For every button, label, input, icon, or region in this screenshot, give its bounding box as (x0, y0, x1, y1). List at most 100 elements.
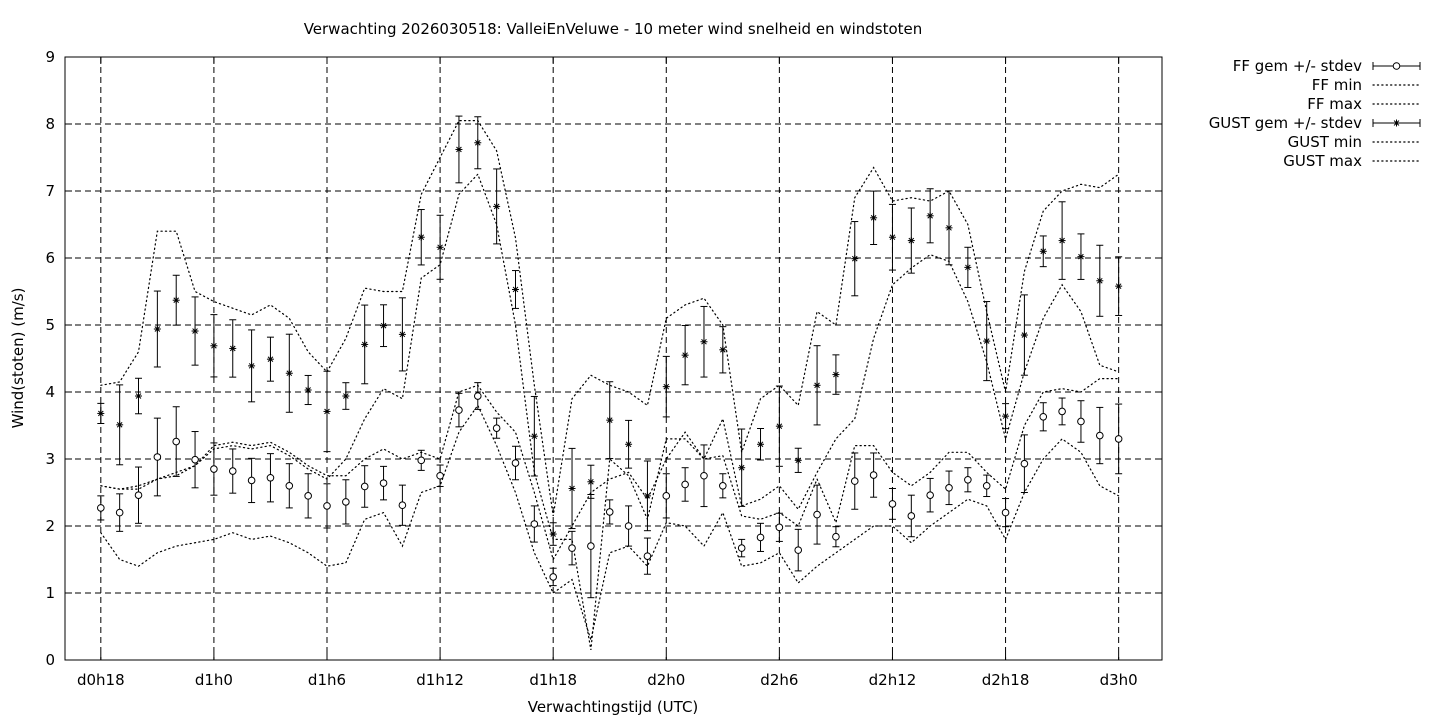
gust-mean-marker (380, 322, 388, 330)
x-tick-label: d0h18 (77, 671, 125, 689)
ff-mean-marker (794, 546, 803, 554)
gust-errorbar-point (549, 522, 557, 546)
ff-mean-marker (210, 465, 218, 473)
gust-errorbar-point (719, 326, 727, 374)
ff-errorbar-point (228, 448, 237, 494)
gust-errorbar-point (625, 419, 633, 469)
gust-mean-marker (210, 342, 218, 350)
ff-mean-marker (134, 491, 143, 499)
ff-errorbar-point (492, 417, 501, 439)
gust-mean-marker (304, 386, 312, 394)
gust-errorbar-point (417, 209, 425, 266)
legend-entry-5: GUST max (1283, 152, 1421, 170)
gust-errorbar-point (191, 296, 199, 366)
ff-mean-marker (964, 475, 972, 484)
x-tick-label: d1h6 (308, 671, 346, 689)
gust-errorbar-point (794, 447, 802, 473)
ff-mean-marker (398, 501, 407, 510)
ff-mean-marker (97, 504, 105, 512)
ff-mean-marker (832, 532, 840, 541)
ff-errorbar-point (888, 487, 897, 520)
gust-mean-marker (1077, 253, 1085, 261)
plot-frame (64, 56, 1163, 661)
ff-errorbar-point (1039, 402, 1048, 432)
ff-errorbar-point (455, 392, 463, 428)
gust-mean-marker (361, 340, 369, 348)
gust-mean-marker (436, 243, 444, 251)
x-tick-label: d2h18 (982, 671, 1030, 689)
gust-mean-marker (135, 392, 143, 400)
ff-mean-marker (455, 406, 463, 414)
ff-mean-marker (643, 552, 652, 560)
gust-errorbar-point (530, 395, 538, 477)
gust-errorbar-point (1077, 233, 1085, 280)
ff-mean-marker (115, 508, 124, 517)
ff-mean-marker (549, 573, 557, 581)
ff-mean-marker (737, 544, 746, 552)
gust-mean-marker (417, 233, 425, 241)
gust-mean-marker (794, 456, 802, 464)
x-tick-label: d1h0 (195, 671, 233, 689)
ff-mean-marker (1077, 417, 1085, 426)
gust-mean-marker (116, 421, 124, 429)
ff-mean-marker (1001, 508, 1010, 517)
gust-errorbar-point (1039, 235, 1047, 268)
plot-series (97, 115, 1123, 651)
ff-errorbar-point (1077, 400, 1085, 443)
ff-errorbar-point (1095, 406, 1104, 465)
gust-errorbar-point (304, 374, 312, 406)
gust-mean-marker (587, 478, 595, 486)
ff-errorbar-point (153, 417, 162, 497)
gust-errorbar-point (398, 297, 406, 372)
gust-errorbar-point (870, 190, 878, 245)
gust-mean-marker (229, 344, 237, 352)
gust-errorbar-point (455, 115, 463, 184)
gust-mean-marker (1002, 412, 1010, 420)
gust-errorbar-point (511, 270, 519, 309)
gust-mean-marker (625, 440, 633, 448)
ff-errorbar-point (832, 526, 840, 548)
ff-errorbar-point (1114, 403, 1123, 475)
y-tick-label: 5 (45, 316, 55, 334)
gust-errorbar-point (775, 385, 783, 467)
gust-mean-marker (1115, 282, 1123, 290)
x-tick-label: d1h12 (416, 671, 464, 689)
ff-errorbar-point (379, 465, 388, 501)
gust-mean-marker (285, 369, 293, 377)
ff-mean-marker (191, 455, 199, 464)
gust-mean-marker (832, 371, 840, 379)
x-tick-label: d3h0 (1100, 671, 1138, 689)
gust-mean-marker (719, 346, 727, 354)
ff-mean-marker (1058, 407, 1066, 416)
ff-errorbar-point (605, 499, 614, 525)
ff-mean-marker (813, 510, 821, 519)
x-tick-label: d2h6 (760, 671, 798, 689)
ff-mean-marker (700, 471, 708, 480)
gust-errorbar-point (361, 304, 369, 385)
gust-errorbar-point (229, 319, 237, 378)
y-tick-label: 7 (45, 182, 55, 200)
ff-errorbar-point (360, 465, 369, 508)
gust-mean-marker (1039, 247, 1047, 255)
ff-errorbar-point (869, 452, 878, 498)
gust-errorbar-point (964, 246, 972, 288)
ff-mean-marker (1095, 431, 1104, 440)
ff-mean-marker (342, 498, 350, 506)
gust-mean-marker (1096, 277, 1104, 285)
ff-mean-marker (530, 520, 539, 528)
ff-errorbar-point (342, 479, 350, 525)
legend-swatch-star (1393, 119, 1400, 127)
x-tick-label: d1h18 (529, 671, 577, 689)
legend-label: FF gem +/- stdev (1233, 57, 1362, 75)
gust-errorbar-point (888, 203, 896, 271)
legend-label: GUST min (1288, 133, 1362, 151)
gust-mean-marker (455, 145, 463, 153)
gust-errorbar-point (1115, 256, 1123, 316)
gust-errorbar-point (153, 290, 161, 368)
gust-mean-marker (964, 263, 972, 271)
ff-errorbar-point (756, 522, 765, 552)
gust-mean-marker (813, 381, 821, 389)
gust-errorbar-point (643, 460, 651, 532)
gust-mean-marker (888, 233, 896, 241)
ff-errorbar-point (1020, 434, 1029, 493)
